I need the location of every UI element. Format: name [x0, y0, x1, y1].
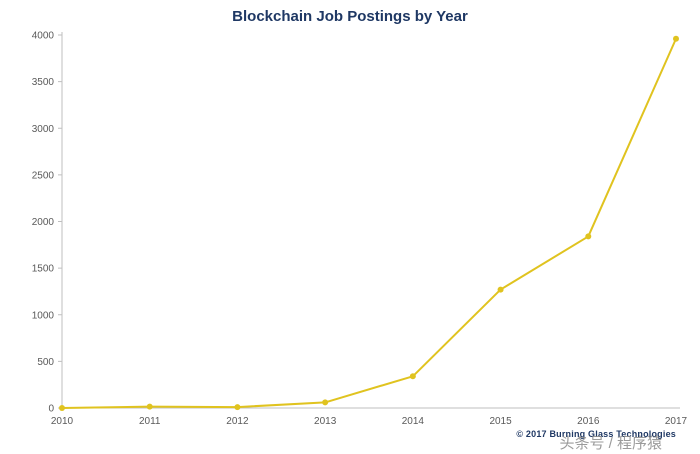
- copyright-text: © 2017 Burning Glass Technologies: [516, 429, 676, 439]
- x-axis-tick-label: 2013: [314, 416, 337, 427]
- x-axis-tick-label: 2017: [665, 416, 688, 427]
- series-line: [61, 37, 677, 409]
- y-axis-tick-label: 1500: [32, 264, 55, 275]
- y-axis-tick-label: 2000: [32, 217, 55, 228]
- y-axis-tick-label: 4000: [32, 31, 55, 42]
- x-axis-tick-label: 2012: [226, 416, 249, 427]
- data-point-marker: [673, 35, 679, 42]
- y-axis-tick-label: 0: [48, 404, 54, 415]
- x-axis-tick-label: 2015: [489, 416, 512, 427]
- x-axis-tick-label: 2016: [577, 416, 600, 427]
- y-axis-tick-label: 1000: [32, 310, 55, 321]
- x-axis-tick-label: 2010: [51, 416, 74, 427]
- data-point-marker: [234, 404, 241, 411]
- y-axis-tick-label: 3500: [32, 77, 55, 88]
- data-point-marker: [585, 233, 592, 240]
- data-point-marker: [497, 286, 504, 293]
- chart-title: Blockchain Job Postings by Year: [232, 8, 468, 25]
- data-point-marker: [146, 403, 153, 410]
- x-axis-tick-label: 2011: [139, 416, 161, 427]
- data-point-marker: [322, 399, 329, 406]
- watermark-text: 头条号 / 程序猿: [559, 435, 662, 452]
- y-axis-tick-label: 2500: [32, 170, 55, 181]
- y-axis-tick-label: 3000: [32, 124, 55, 135]
- data-point-marker: [59, 405, 65, 411]
- x-axis-tick-label: 2014: [402, 416, 425, 427]
- y-axis-tick-label: 500: [37, 357, 54, 368]
- data-point-marker: [409, 373, 416, 380]
